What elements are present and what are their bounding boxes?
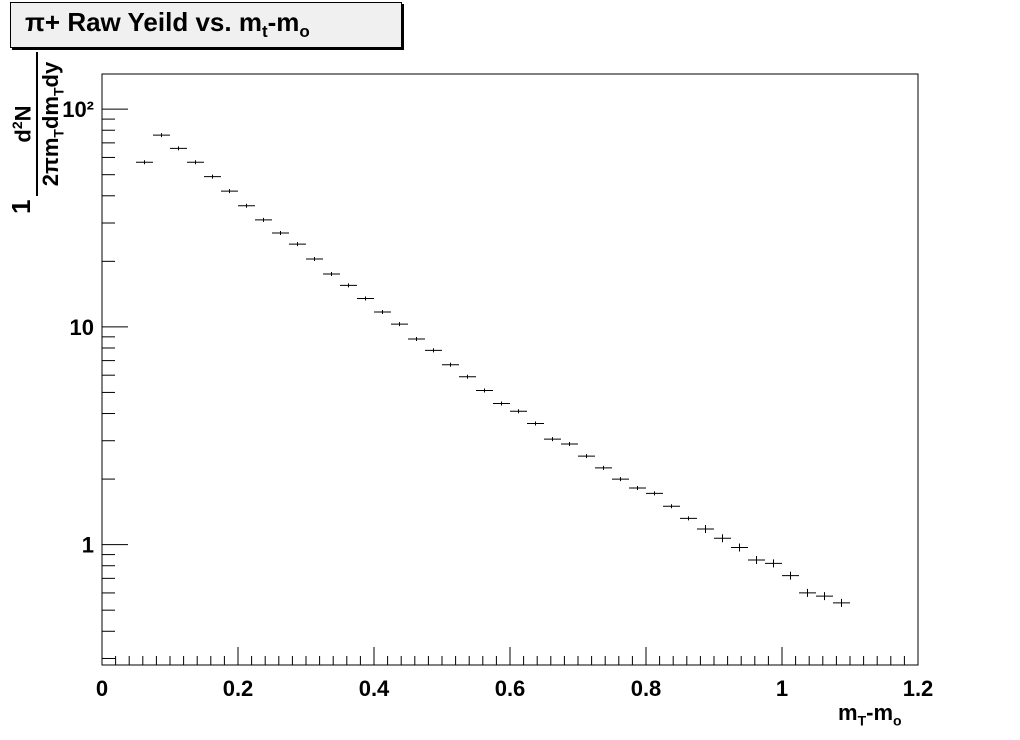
- data-point: [561, 441, 578, 446]
- title-sub-o: o: [299, 22, 310, 42]
- data-point: [833, 598, 850, 607]
- data-point: [255, 217, 272, 222]
- data-point: [697, 524, 714, 533]
- data-point: [765, 559, 782, 568]
- x-tick-label: 1: [776, 676, 788, 701]
- data-point: [272, 230, 289, 235]
- data-point: [374, 310, 391, 315]
- x-tick-label: 0.8: [631, 676, 662, 701]
- data-point: [612, 477, 629, 482]
- data-point: [680, 516, 697, 521]
- data-point: [425, 348, 442, 353]
- x-tick-label: 1.2: [903, 676, 934, 701]
- x-tick-label: 0.4: [359, 676, 390, 701]
- data-points: [136, 133, 850, 607]
- data-point: [459, 374, 476, 379]
- data-point: [187, 160, 204, 165]
- data-point: [544, 437, 561, 442]
- data-point: [578, 454, 595, 459]
- data-point: [816, 592, 833, 601]
- y-ticks: 1 10 10²: [62, 97, 128, 659]
- data-point: [442, 362, 459, 367]
- data-point: [782, 571, 799, 580]
- data-point: [510, 409, 527, 414]
- data-point: [170, 146, 187, 151]
- data-point: [238, 203, 255, 208]
- data-point: [527, 421, 544, 426]
- x-tick-label: 0: [96, 676, 108, 701]
- x-tick-label: 0.2: [223, 676, 254, 701]
- data-point: [340, 283, 357, 288]
- title-mid: -m: [267, 7, 300, 37]
- data-point: [731, 543, 748, 552]
- y-title-one: 1: [6, 199, 36, 214]
- data-point: [646, 491, 663, 496]
- x-tick-label: 0.6: [495, 676, 526, 701]
- title-box: π+ Raw Yeild vs. mt-mo: [10, 2, 402, 48]
- data-point: [289, 242, 306, 247]
- data-point: [391, 322, 408, 327]
- y-title-numerator: d2N: [9, 105, 36, 143]
- data-point: [408, 336, 425, 341]
- title-main: π+ Raw Yeild vs. m: [25, 7, 262, 37]
- y-tick-label: 10²: [62, 97, 94, 122]
- data-point: [357, 296, 374, 301]
- data-point: [799, 588, 816, 597]
- data-point: [476, 388, 493, 393]
- data-point: [663, 504, 680, 509]
- y-title-fraction: d2N 2πmTdmTdy: [4, 50, 72, 198]
- title-sub-t: t: [261, 22, 268, 42]
- data-point: [136, 160, 153, 165]
- x-ticks: 0 0.2 0.4 0.6 0.8 1 1.2: [96, 647, 933, 701]
- data-point: [493, 401, 510, 406]
- plot-frame: [101, 73, 919, 666]
- data-point: [629, 485, 646, 490]
- y-title-denominator: 2πmTdmTdy: [38, 61, 67, 187]
- x-axis-title: mT-mo: [838, 700, 902, 729]
- data-point: [748, 555, 765, 564]
- data-point: [714, 534, 731, 543]
- data-point: [204, 174, 221, 179]
- y-tick-label: 1: [82, 533, 94, 558]
- data-point: [306, 256, 323, 261]
- chart-title: π+ Raw Yeild vs. mt-mo: [25, 7, 310, 42]
- data-point: [153, 133, 170, 138]
- y-tick-label: 10: [70, 315, 94, 340]
- data-point: [323, 271, 340, 276]
- data-point: [595, 465, 612, 470]
- data-point: [221, 189, 238, 194]
